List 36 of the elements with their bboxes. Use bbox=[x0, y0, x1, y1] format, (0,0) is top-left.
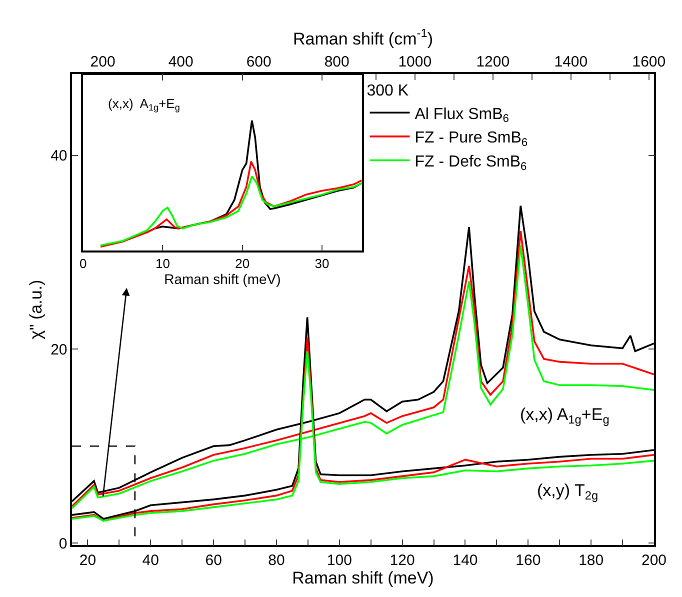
x-axis-title: Raman shift (meV) bbox=[164, 270, 281, 287]
x-tick-label: 160 bbox=[516, 552, 541, 569]
x2-tick-label: 800 bbox=[324, 53, 350, 70]
x-tick-label: 20 bbox=[235, 256, 250, 271]
x2-tick-label: 600 bbox=[246, 53, 272, 70]
legend-label: FZ - Defc SmB$_{6}$ bbox=[414, 153, 527, 173]
y-tick-label: 40 bbox=[50, 148, 68, 165]
x-axis-title: Raman shift (meV) bbox=[292, 568, 434, 588]
x2-tick-label: 1000 bbox=[398, 53, 432, 70]
x-tick-label: 40 bbox=[142, 552, 159, 569]
x2-tick-label: 200 bbox=[90, 53, 116, 70]
x2-tick-label: 1600 bbox=[632, 53, 666, 70]
x-tick-label: 200 bbox=[641, 552, 667, 569]
x-tick-label: 10 bbox=[155, 256, 170, 271]
x-tick-label: 0 bbox=[79, 256, 87, 271]
legend-title: 300 K bbox=[366, 82, 409, 100]
x-tick-label: 140 bbox=[452, 552, 478, 569]
annotation: (x,y) T$_{2g}$ bbox=[537, 481, 598, 503]
y-axis-title: χ" (a.u.) bbox=[26, 280, 46, 340]
x-tick-label: 180 bbox=[578, 552, 604, 569]
x-tick-label: 60 bbox=[205, 552, 222, 569]
x2-tick-label: 1400 bbox=[554, 53, 588, 70]
annotation: (x,x) A$_{1g}$+E$_{g}$ bbox=[520, 405, 610, 427]
legend-label: Al Flux SmB$_{6}$ bbox=[414, 106, 509, 126]
y-tick-label: 0 bbox=[58, 535, 68, 552]
annotation: (x,x) A$_{1g}$+E$_{g}$ bbox=[108, 96, 180, 113]
x-tick-label: 120 bbox=[390, 552, 415, 569]
x2-tick-label: 1200 bbox=[476, 53, 510, 70]
legend-label: FZ - Pure SmB$_{6}$ bbox=[414, 130, 528, 150]
x-tick-label: 30 bbox=[314, 256, 330, 271]
x2-tick-label: 400 bbox=[168, 53, 194, 70]
y-tick-label: 20 bbox=[50, 341, 68, 358]
x-tick-label: 100 bbox=[326, 552, 352, 569]
x-tick-label: 20 bbox=[79, 552, 96, 569]
x2-axis-title: Raman shift (cm$^{-1}$) bbox=[293, 26, 433, 48]
x-tick-label: 80 bbox=[268, 552, 285, 569]
